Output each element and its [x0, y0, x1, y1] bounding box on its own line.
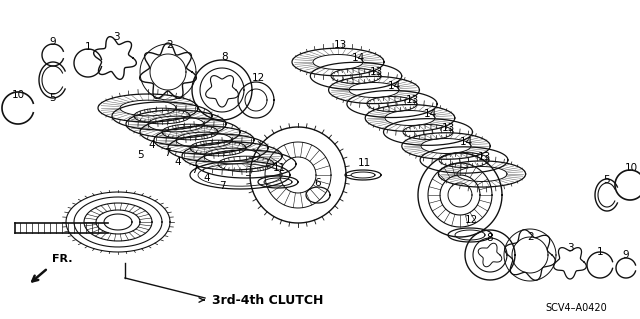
- Text: 1: 1: [84, 42, 92, 52]
- Text: SCV4–A0420: SCV4–A0420: [545, 303, 607, 313]
- Text: 8: 8: [486, 233, 493, 243]
- Text: 14: 14: [460, 137, 472, 147]
- Text: 5: 5: [50, 93, 56, 103]
- Text: 7: 7: [219, 181, 225, 191]
- Text: 3: 3: [113, 32, 119, 42]
- Text: 14: 14: [424, 109, 436, 119]
- Text: 2: 2: [528, 232, 534, 242]
- Text: 2: 2: [166, 40, 173, 50]
- Text: 14: 14: [387, 81, 401, 91]
- Text: 8: 8: [221, 52, 228, 62]
- Text: 11: 11: [273, 163, 285, 173]
- Text: 9: 9: [623, 250, 629, 260]
- Text: 14: 14: [351, 53, 365, 63]
- Text: 12: 12: [252, 73, 264, 83]
- Text: 4: 4: [175, 157, 181, 167]
- Text: 13: 13: [333, 40, 347, 50]
- Text: 5: 5: [137, 150, 143, 160]
- Text: 13: 13: [477, 152, 491, 162]
- Text: 1: 1: [596, 247, 604, 257]
- Text: 6: 6: [315, 178, 321, 188]
- Text: 5: 5: [604, 175, 611, 185]
- Text: FR.: FR.: [52, 254, 72, 264]
- Text: 4: 4: [148, 140, 156, 150]
- Text: 10: 10: [12, 90, 24, 100]
- Text: 13: 13: [405, 95, 419, 105]
- Text: 7: 7: [164, 148, 170, 158]
- Text: 9: 9: [50, 37, 56, 47]
- Text: 10: 10: [625, 163, 637, 173]
- Text: 7: 7: [191, 165, 197, 175]
- Text: 3: 3: [566, 243, 573, 253]
- Text: 11: 11: [357, 158, 371, 168]
- Text: 3rd-4th CLUTCH: 3rd-4th CLUTCH: [212, 293, 323, 307]
- Text: 4: 4: [204, 173, 211, 183]
- Text: 12: 12: [465, 215, 477, 225]
- Text: 13: 13: [442, 123, 454, 133]
- Text: 13: 13: [369, 67, 383, 77]
